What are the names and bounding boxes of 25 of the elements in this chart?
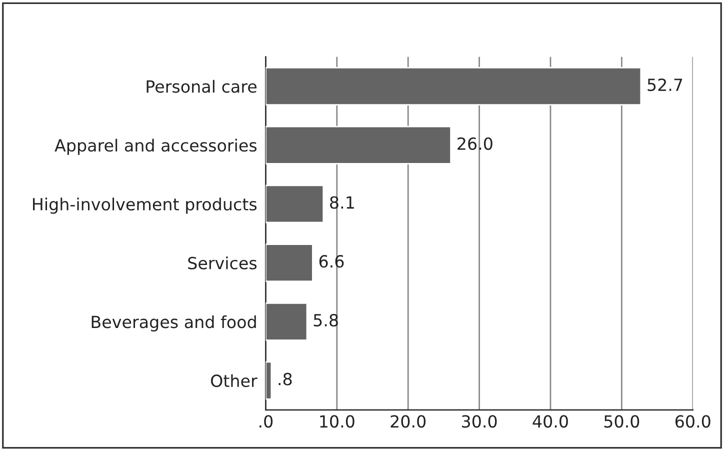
data-label: 5.8	[314, 314, 338, 327]
y-tick-label: High-involvement products	[33, 198, 257, 214]
y-tick-label: Personal care	[146, 80, 256, 93]
y-tick-label: Services	[188, 256, 257, 270]
data-label: 52.7	[648, 78, 682, 92]
data-label: 26.0	[458, 137, 492, 150]
x-tick-label: 10.0	[320, 415, 354, 428]
data-label: 6.6	[319, 255, 344, 268]
x-tick-label: 60.0	[675, 415, 710, 428]
y-tick-label: Beverages and food	[92, 315, 256, 332]
bar	[266, 244, 314, 282]
y-tick-label: Apparel and accessories	[54, 138, 257, 155]
x-tick-label: 30.0	[462, 415, 497, 428]
data-label: 8.1	[330, 196, 354, 209]
bar	[266, 126, 452, 164]
bar	[266, 184, 324, 224]
x-tick-label: 50.0	[604, 415, 640, 428]
bar	[266, 361, 272, 400]
x-tick-label: 20.0	[390, 415, 426, 428]
x-tick-label: 40.0	[532, 415, 568, 428]
bar	[266, 67, 642, 106]
y-tick-label: Other	[210, 374, 258, 388]
bar	[266, 302, 308, 341]
x-tick-label: .0	[260, 415, 273, 428]
data-label: .8	[278, 372, 292, 386]
